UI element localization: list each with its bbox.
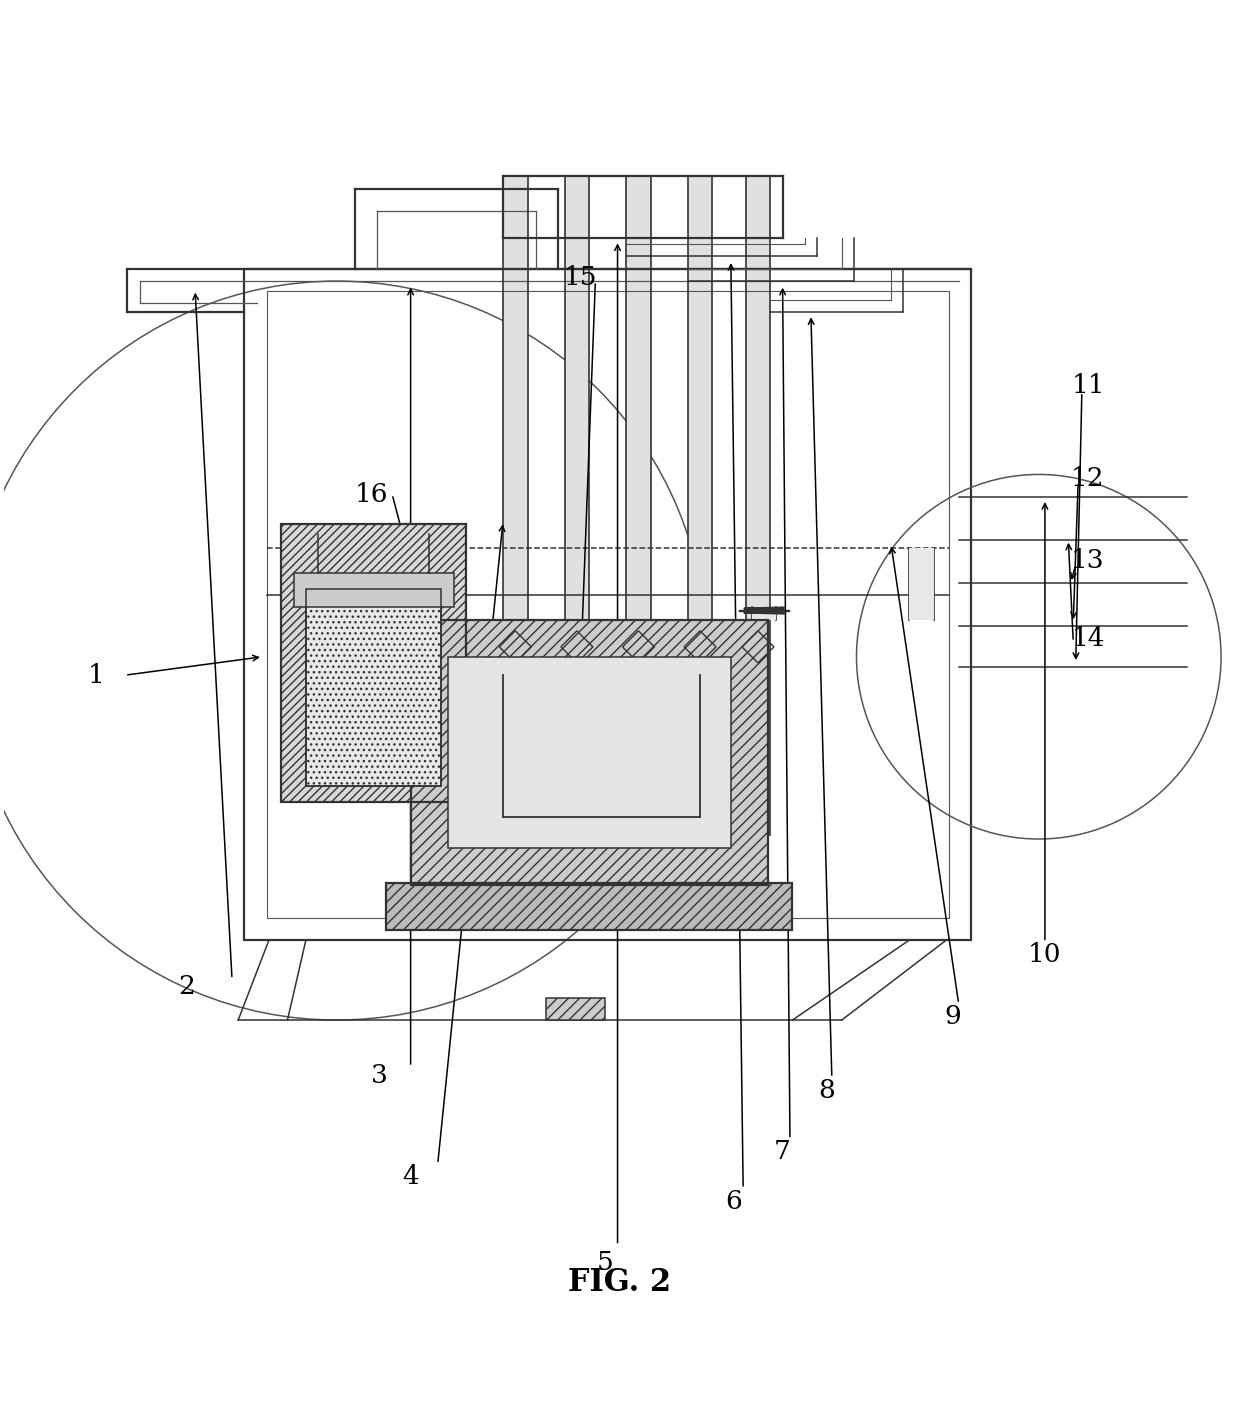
Text: 11: 11 xyxy=(1071,373,1105,398)
Text: 12: 12 xyxy=(1071,466,1105,490)
Polygon shape xyxy=(564,176,589,836)
Bar xyxy=(546,998,605,1019)
Text: 2: 2 xyxy=(179,974,195,1000)
Polygon shape xyxy=(751,607,776,620)
Bar xyxy=(281,524,466,802)
Bar xyxy=(410,620,768,884)
Text: 3: 3 xyxy=(372,1063,388,1089)
Text: 16: 16 xyxy=(355,481,388,507)
Text: 10: 10 xyxy=(1028,942,1061,967)
Text: 14: 14 xyxy=(1071,626,1105,651)
Polygon shape xyxy=(745,176,770,836)
Polygon shape xyxy=(688,176,712,836)
Bar xyxy=(281,524,466,802)
Text: 13: 13 xyxy=(1071,548,1105,573)
Bar xyxy=(386,884,792,931)
Text: 9: 9 xyxy=(944,1004,961,1029)
Bar xyxy=(306,589,441,786)
Bar xyxy=(267,291,949,918)
Bar xyxy=(410,620,768,884)
Text: FIG. 2: FIG. 2 xyxy=(568,1267,672,1298)
Bar xyxy=(306,589,441,786)
Text: 7: 7 xyxy=(774,1139,791,1165)
Bar xyxy=(294,573,454,607)
Bar xyxy=(244,268,971,940)
Text: 1: 1 xyxy=(88,662,105,688)
Polygon shape xyxy=(503,176,528,836)
Bar xyxy=(386,884,792,931)
Text: 6: 6 xyxy=(725,1189,742,1214)
Polygon shape xyxy=(626,176,651,836)
Text: 5: 5 xyxy=(596,1250,614,1275)
Text: 4: 4 xyxy=(402,1163,419,1189)
Text: 15: 15 xyxy=(564,265,598,289)
Bar xyxy=(448,657,730,847)
Text: 8: 8 xyxy=(818,1077,836,1103)
Polygon shape xyxy=(909,548,934,620)
